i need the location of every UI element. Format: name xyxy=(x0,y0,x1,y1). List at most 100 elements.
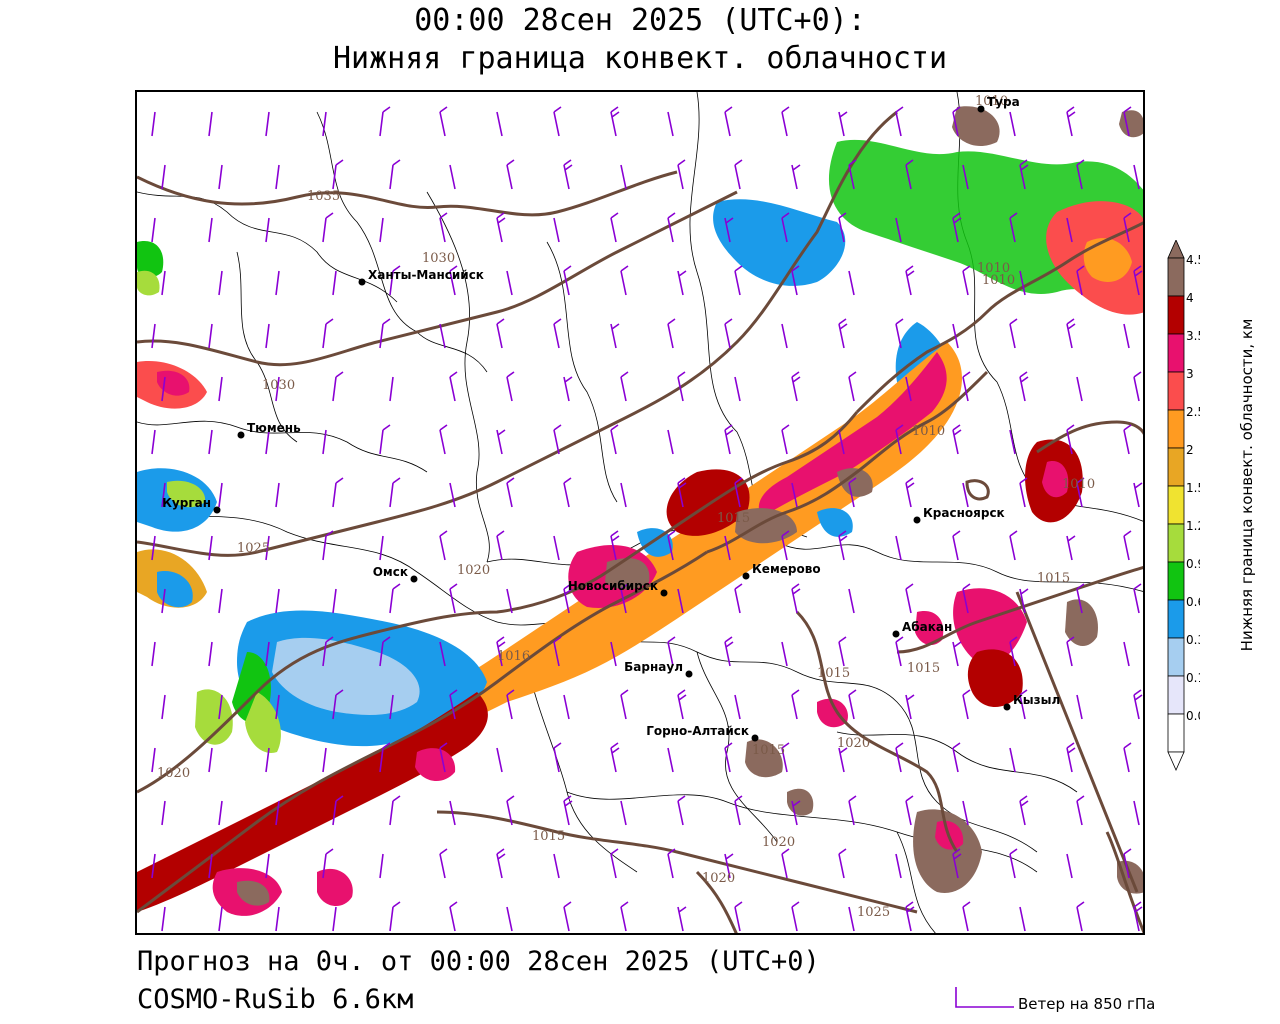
colorbar-swatch-0-1 xyxy=(1167,675,1185,715)
wind-barb xyxy=(1066,853,1073,879)
wind-barb xyxy=(1019,906,1026,932)
wind-barb xyxy=(553,318,562,349)
city-marker[interactable]: Омск xyxy=(373,565,418,583)
wind-barb xyxy=(1123,212,1132,243)
city-marker[interactable]: Горно-Алтайск xyxy=(646,724,759,742)
wind-barb xyxy=(151,111,156,137)
wind-barb xyxy=(667,212,676,243)
city-marker[interactable]: Красноярск xyxy=(913,506,1005,524)
city-dot xyxy=(913,516,921,524)
wind-barb xyxy=(952,848,962,879)
wind-barb xyxy=(952,106,961,137)
wind-barb xyxy=(389,795,401,826)
isobar-label: 1030 xyxy=(422,251,455,266)
wind-barb xyxy=(905,159,914,190)
wind-barb xyxy=(734,376,741,402)
city-dot xyxy=(892,630,900,638)
wind-barb xyxy=(208,429,213,455)
map-title-parameter: Нижняя граница конвект. облачности xyxy=(332,41,948,76)
wind-barb xyxy=(496,318,505,349)
wind-barb xyxy=(1076,265,1085,296)
forecast-map[interactable]: 1035 1030 1030 1025 1020 1020 1020 1015 1016 1015… xyxy=(135,90,1145,935)
wind-barb xyxy=(1009,429,1016,455)
city-marker[interactable]: Кызыл xyxy=(1003,693,1061,711)
wind-barb xyxy=(610,323,620,349)
wind-barb xyxy=(781,530,790,561)
wind-barb xyxy=(265,747,270,773)
wind-barb xyxy=(1076,795,1085,826)
wind-barb xyxy=(553,742,562,773)
wind-barb xyxy=(620,371,629,402)
city-label: Ханты-Мансийск xyxy=(368,268,484,282)
city-marker[interactable]: Барнаул xyxy=(624,660,693,678)
wind-barb xyxy=(962,689,971,720)
colorbar-tick-label: 0.6 xyxy=(1186,595,1200,609)
wind-barb xyxy=(218,376,223,402)
wind-barb xyxy=(389,477,401,508)
city-marker[interactable]: Тюмень xyxy=(237,421,302,439)
colorbar-swatch-1-2 xyxy=(1167,523,1185,563)
wind-barb xyxy=(275,376,280,402)
city-label: Горно-Алтайск xyxy=(646,724,749,738)
wind-barb xyxy=(1123,641,1130,667)
wind-barb xyxy=(496,636,506,667)
wind-barb xyxy=(1123,106,1132,137)
city-marker[interactable]: Курган xyxy=(162,496,221,514)
city-label: Кемерово xyxy=(752,562,821,576)
wind-barb xyxy=(1019,588,1029,614)
wind-barb xyxy=(449,265,458,296)
wind-barb xyxy=(848,588,855,614)
colorbar-tick-label: 0.9 xyxy=(1186,557,1200,571)
city-marker[interactable]: Тура xyxy=(977,95,1020,113)
isobar-label: 1015 xyxy=(532,829,565,844)
wind-barb xyxy=(218,164,223,190)
wind-barb xyxy=(791,689,800,720)
wind-barb xyxy=(379,742,391,773)
wind-barb xyxy=(449,482,456,508)
wind-barb xyxy=(962,371,971,402)
wind-legend-label: Ветер на 850 гПа xyxy=(1018,995,1156,1013)
wind-barb xyxy=(439,641,446,667)
wind-barb xyxy=(667,429,674,455)
wind-barb xyxy=(506,906,513,932)
wind-barb xyxy=(379,217,384,243)
wind-barb xyxy=(332,906,337,932)
wind-barb xyxy=(379,318,391,349)
wind-barb xyxy=(962,265,971,296)
city-marker[interactable]: Кемерово xyxy=(742,562,821,580)
colorbar-swatch-0-3 xyxy=(1167,637,1185,677)
wind-barb xyxy=(724,742,733,773)
city-marker[interactable]: Ханты-Мансийск xyxy=(358,268,484,286)
wind-barb xyxy=(952,424,962,455)
wind-barb xyxy=(791,482,798,508)
wind-barb xyxy=(265,641,270,667)
wind-barb xyxy=(1076,694,1083,720)
wind-barb xyxy=(151,429,156,455)
wind-barb xyxy=(161,588,166,614)
isobar-label: 1015 xyxy=(752,743,785,758)
wind-barb xyxy=(151,641,156,667)
city-marker[interactable]: Абакан xyxy=(892,620,953,638)
wind-barb xyxy=(962,164,969,190)
city-dot xyxy=(237,431,245,439)
wind-barb xyxy=(322,530,334,561)
wind-barb xyxy=(439,424,448,455)
wind-barb xyxy=(620,164,627,190)
wind-barb xyxy=(496,429,506,455)
wind-barb xyxy=(208,535,213,561)
wind-barb xyxy=(1123,530,1132,561)
colorbar-swatch-1-5 xyxy=(1167,485,1185,525)
colorbar-bottom-arrow xyxy=(1167,751,1185,771)
wind-barb xyxy=(1066,742,1076,773)
wind-barb xyxy=(322,429,327,455)
wind-barb xyxy=(905,477,915,508)
wind-barb xyxy=(905,795,914,826)
wind-barb xyxy=(620,901,629,932)
isobars xyxy=(137,110,1143,933)
colorbar-top-arrow xyxy=(1167,240,1185,259)
city-marker[interactable]: Новосибирск xyxy=(568,579,668,597)
wind-barb xyxy=(563,901,572,932)
wind-barb xyxy=(620,482,627,508)
wind-barb xyxy=(905,583,914,614)
colorbar-tick-label: 0.3 xyxy=(1186,633,1200,647)
